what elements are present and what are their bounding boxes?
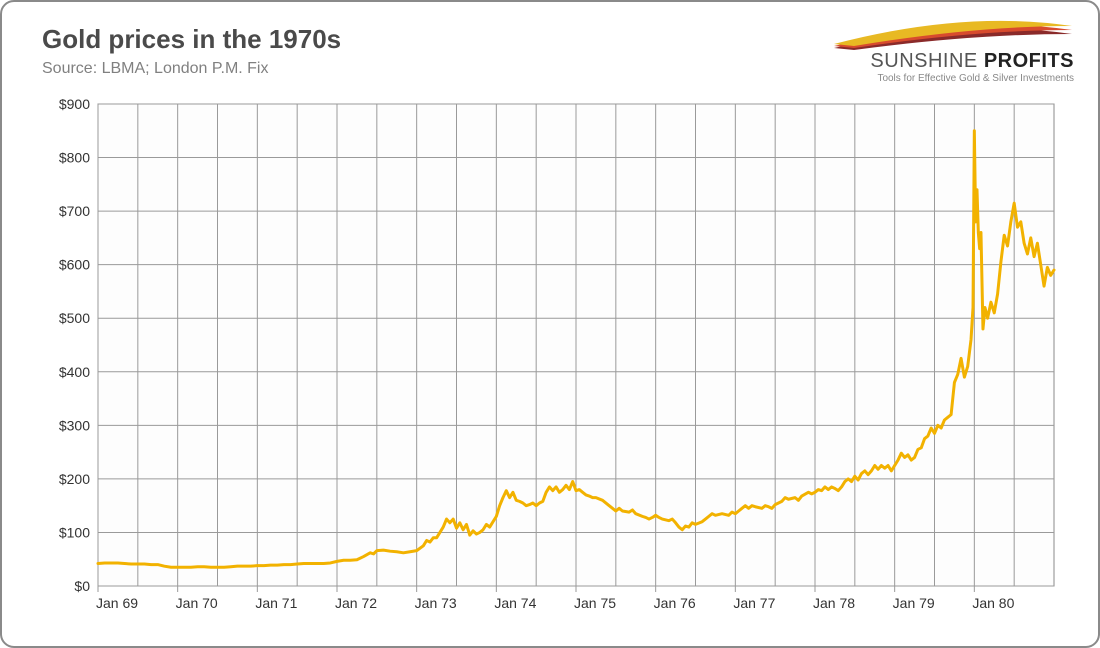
x-tick-label: Jan 70 xyxy=(176,595,218,611)
x-tick-label: Jan 71 xyxy=(255,595,297,611)
logo-brand-thin: SUNSHINE xyxy=(870,50,977,72)
x-tick-label: Jan 79 xyxy=(893,595,935,611)
logo-swoosh-icon xyxy=(814,20,1074,54)
logo-brand-bold: PROFITS xyxy=(978,50,1074,72)
chart-title: Gold prices in the 1970s xyxy=(42,24,341,55)
logo-tagline: Tools for Effective Gold & Silver Invest… xyxy=(804,73,1074,84)
y-tick-label: $600 xyxy=(59,257,90,273)
chart-frame: Gold prices in the 1970s Source: LBMA; L… xyxy=(0,0,1100,648)
x-tick-label: Jan 78 xyxy=(813,595,855,611)
y-tick-label: $300 xyxy=(59,417,90,433)
y-tick-label: $700 xyxy=(59,203,90,219)
y-tick-label: $900 xyxy=(59,98,90,112)
brand-logo: SUNSHINE PROFITS Tools for Effective Gol… xyxy=(804,20,1074,84)
chart-subtitle: Source: LBMA; London P.M. Fix xyxy=(42,60,268,78)
x-tick-label: Jan 73 xyxy=(415,595,457,611)
y-tick-label: $0 xyxy=(74,578,90,594)
x-tick-label: Jan 75 xyxy=(574,595,616,611)
y-tick-label: $400 xyxy=(59,364,90,380)
y-tick-label: $500 xyxy=(59,310,90,326)
x-tick-label: Jan 80 xyxy=(972,595,1014,611)
x-tick-label: Jan 72 xyxy=(335,595,377,611)
y-tick-label: $100 xyxy=(59,524,90,540)
logo-text: SUNSHINE PROFITS xyxy=(804,50,1074,73)
chart-area: $0 $100 $200 $300 $400 $500 $600 $700 $800 $900 Ja… xyxy=(42,98,1062,618)
x-tick-label: Jan 76 xyxy=(654,595,696,611)
x-tick-label: Jan 74 xyxy=(494,595,536,611)
line-chart: $0 $100 $200 $300 $400 $500 $600 $700 $800 $900 Ja… xyxy=(42,98,1062,618)
y-tick-label: $800 xyxy=(59,150,90,166)
y-tick-label: $200 xyxy=(59,471,90,487)
x-tick-label: Jan 77 xyxy=(733,595,775,611)
x-tick-label: Jan 69 xyxy=(96,595,138,611)
